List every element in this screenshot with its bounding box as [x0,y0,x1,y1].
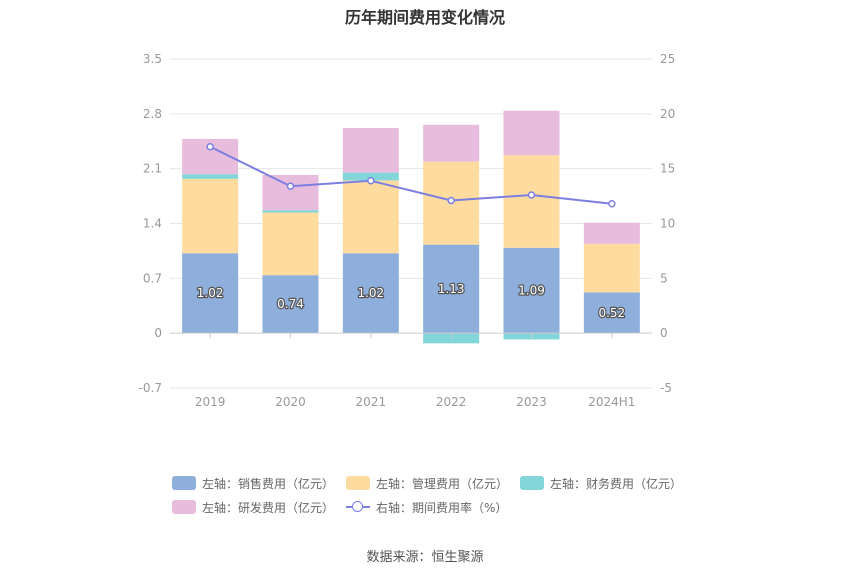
grid-lines [170,58,652,389]
right-tick-label: 10 [660,217,675,231]
bars [182,110,640,344]
right-tick-label: 25 [660,52,675,66]
x-tick-label: 2021 [356,395,387,409]
left-tick-label: 2.8 [143,107,162,121]
left-tick-label: 0.7 [143,271,162,285]
legend-swatch-ratio [346,500,371,514]
x-tick-label: 2019 [195,395,226,409]
bar-segment-1-2019 [182,178,239,254]
ratio-point-2020 [286,182,295,190]
bar-segment-1-2021 [342,180,399,254]
legend: 左轴：销售费用（亿元） 左轴：管理费用（亿元） 左轴：财务费用（亿元） 左轴：研… [172,472,712,520]
legend-item-admin[interactable]: 左轴：管理费用（亿元） [346,475,508,492]
x-tick-label: 2022 [436,395,467,409]
x-tick-label: 2023 [516,395,547,409]
right-tick-label: -5 [660,381,672,395]
bar-segment-2-2019 [182,174,239,179]
legend-swatch-rd [172,500,196,514]
legend-label-ratio: 右轴：期间费用率（%） [376,500,508,515]
bar-segment-2-2022 [423,333,480,344]
bar-segment-2-2021 [342,172,399,181]
bar-segment-1-2023 [503,155,560,248]
left-tick-label: -0.7 [139,381,162,395]
legend-label-admin: 左轴：管理费用（亿元） [376,476,509,491]
right-tick-label: 20 [660,107,675,121]
bar-data-labels: 1.02 0.74 1.02 1.13 1.09 0.52 [196,281,627,321]
legend-swatch-admin [346,476,371,490]
data-label-2021: 1.02 [357,286,384,300]
x-tick-label: 2020 [275,395,306,409]
bar-segment-0-2024H1 [583,292,640,334]
data-label-2019: 1.02 [197,286,224,300]
legend-swatch-finance [520,476,545,490]
expense-ratio-line [206,142,616,208]
left-tick-label: 2.1 [143,162,162,176]
data-label-2023: 1.09 [518,283,545,297]
data-label-2020: 0.74 [277,297,304,311]
left-axis-ticks: 3.5 2.8 2.1 1.4 0.7 0 -0.7 [139,52,162,395]
left-tick-label: 0 [154,326,162,340]
chart-title: 历年期间费用变化情况 [344,8,505,27]
bar-segment-0-2021 [342,253,399,334]
bar-segment-1-2024H1 [583,243,640,293]
ratio-point-2019 [206,142,214,151]
x-axis: 2019 2020 2021 2022 2023 2024H1 [170,332,652,409]
bar-segment-3-2024H1 [583,222,640,244]
bar-segment-0-2022 [423,244,480,334]
legend-label-sales: 左轴：销售费用（亿元） [202,476,335,491]
bar-segment-0-2023 [503,247,560,334]
right-tick-label: 5 [660,271,668,285]
bar-segment-3-2022 [423,124,480,162]
legend-label-finance: 左轴：财务费用（亿元） [550,476,683,491]
data-label-2022: 1.13 [438,282,465,296]
legend-swatch-sales [172,476,196,490]
ratio-line [209,145,612,205]
bar-segment-0-2020 [262,275,319,334]
ratio-point-2023 [527,191,536,199]
bar-segment-3-2023 [503,110,560,156]
bar-segment-3-2021 [342,127,399,173]
legend-item-finance[interactable]: 左轴：财务费用（亿元） [520,475,682,492]
legend-row-1: 左轴：销售费用（亿元） 左轴：管理费用（亿元） 左轴：财务费用（亿元） [172,472,712,494]
bar-segment-1-2020 [262,212,319,276]
legend-item-sales[interactable]: 左轴：销售费用（亿元） [172,475,334,492]
bar-segment-3-2020 [262,174,319,211]
legend-row-2: 左轴：研发费用（亿元） 右轴：期间费用率（%） [172,496,712,518]
ratio-point-2024H1 [608,200,616,208]
right-tick-label: 15 [660,162,675,176]
right-axis-ticks: 25 20 15 10 5 0 -5 [660,52,675,395]
bar-segment-2-2020 [262,210,319,213]
ratio-point-2021 [367,176,375,185]
data-source: 数据来源：恒生聚源 [366,550,484,565]
data-label-2024H1: 0.52 [598,306,625,320]
bar-segment-0-2019 [182,253,239,334]
legend-item-rd[interactable]: 左轴：研发费用（亿元） [172,499,334,516]
ratio-point-2022 [447,196,455,205]
legend-label-rd: 左轴：研发费用（亿元） [202,500,335,515]
legend-item-ratio[interactable]: 右轴：期间费用率（%） [346,499,507,516]
left-tick-label: 3.5 [143,52,162,66]
left-tick-label: 1.4 [143,217,162,231]
x-tick-label: 2024H1 [588,395,635,409]
right-tick-label: 0 [660,326,668,340]
